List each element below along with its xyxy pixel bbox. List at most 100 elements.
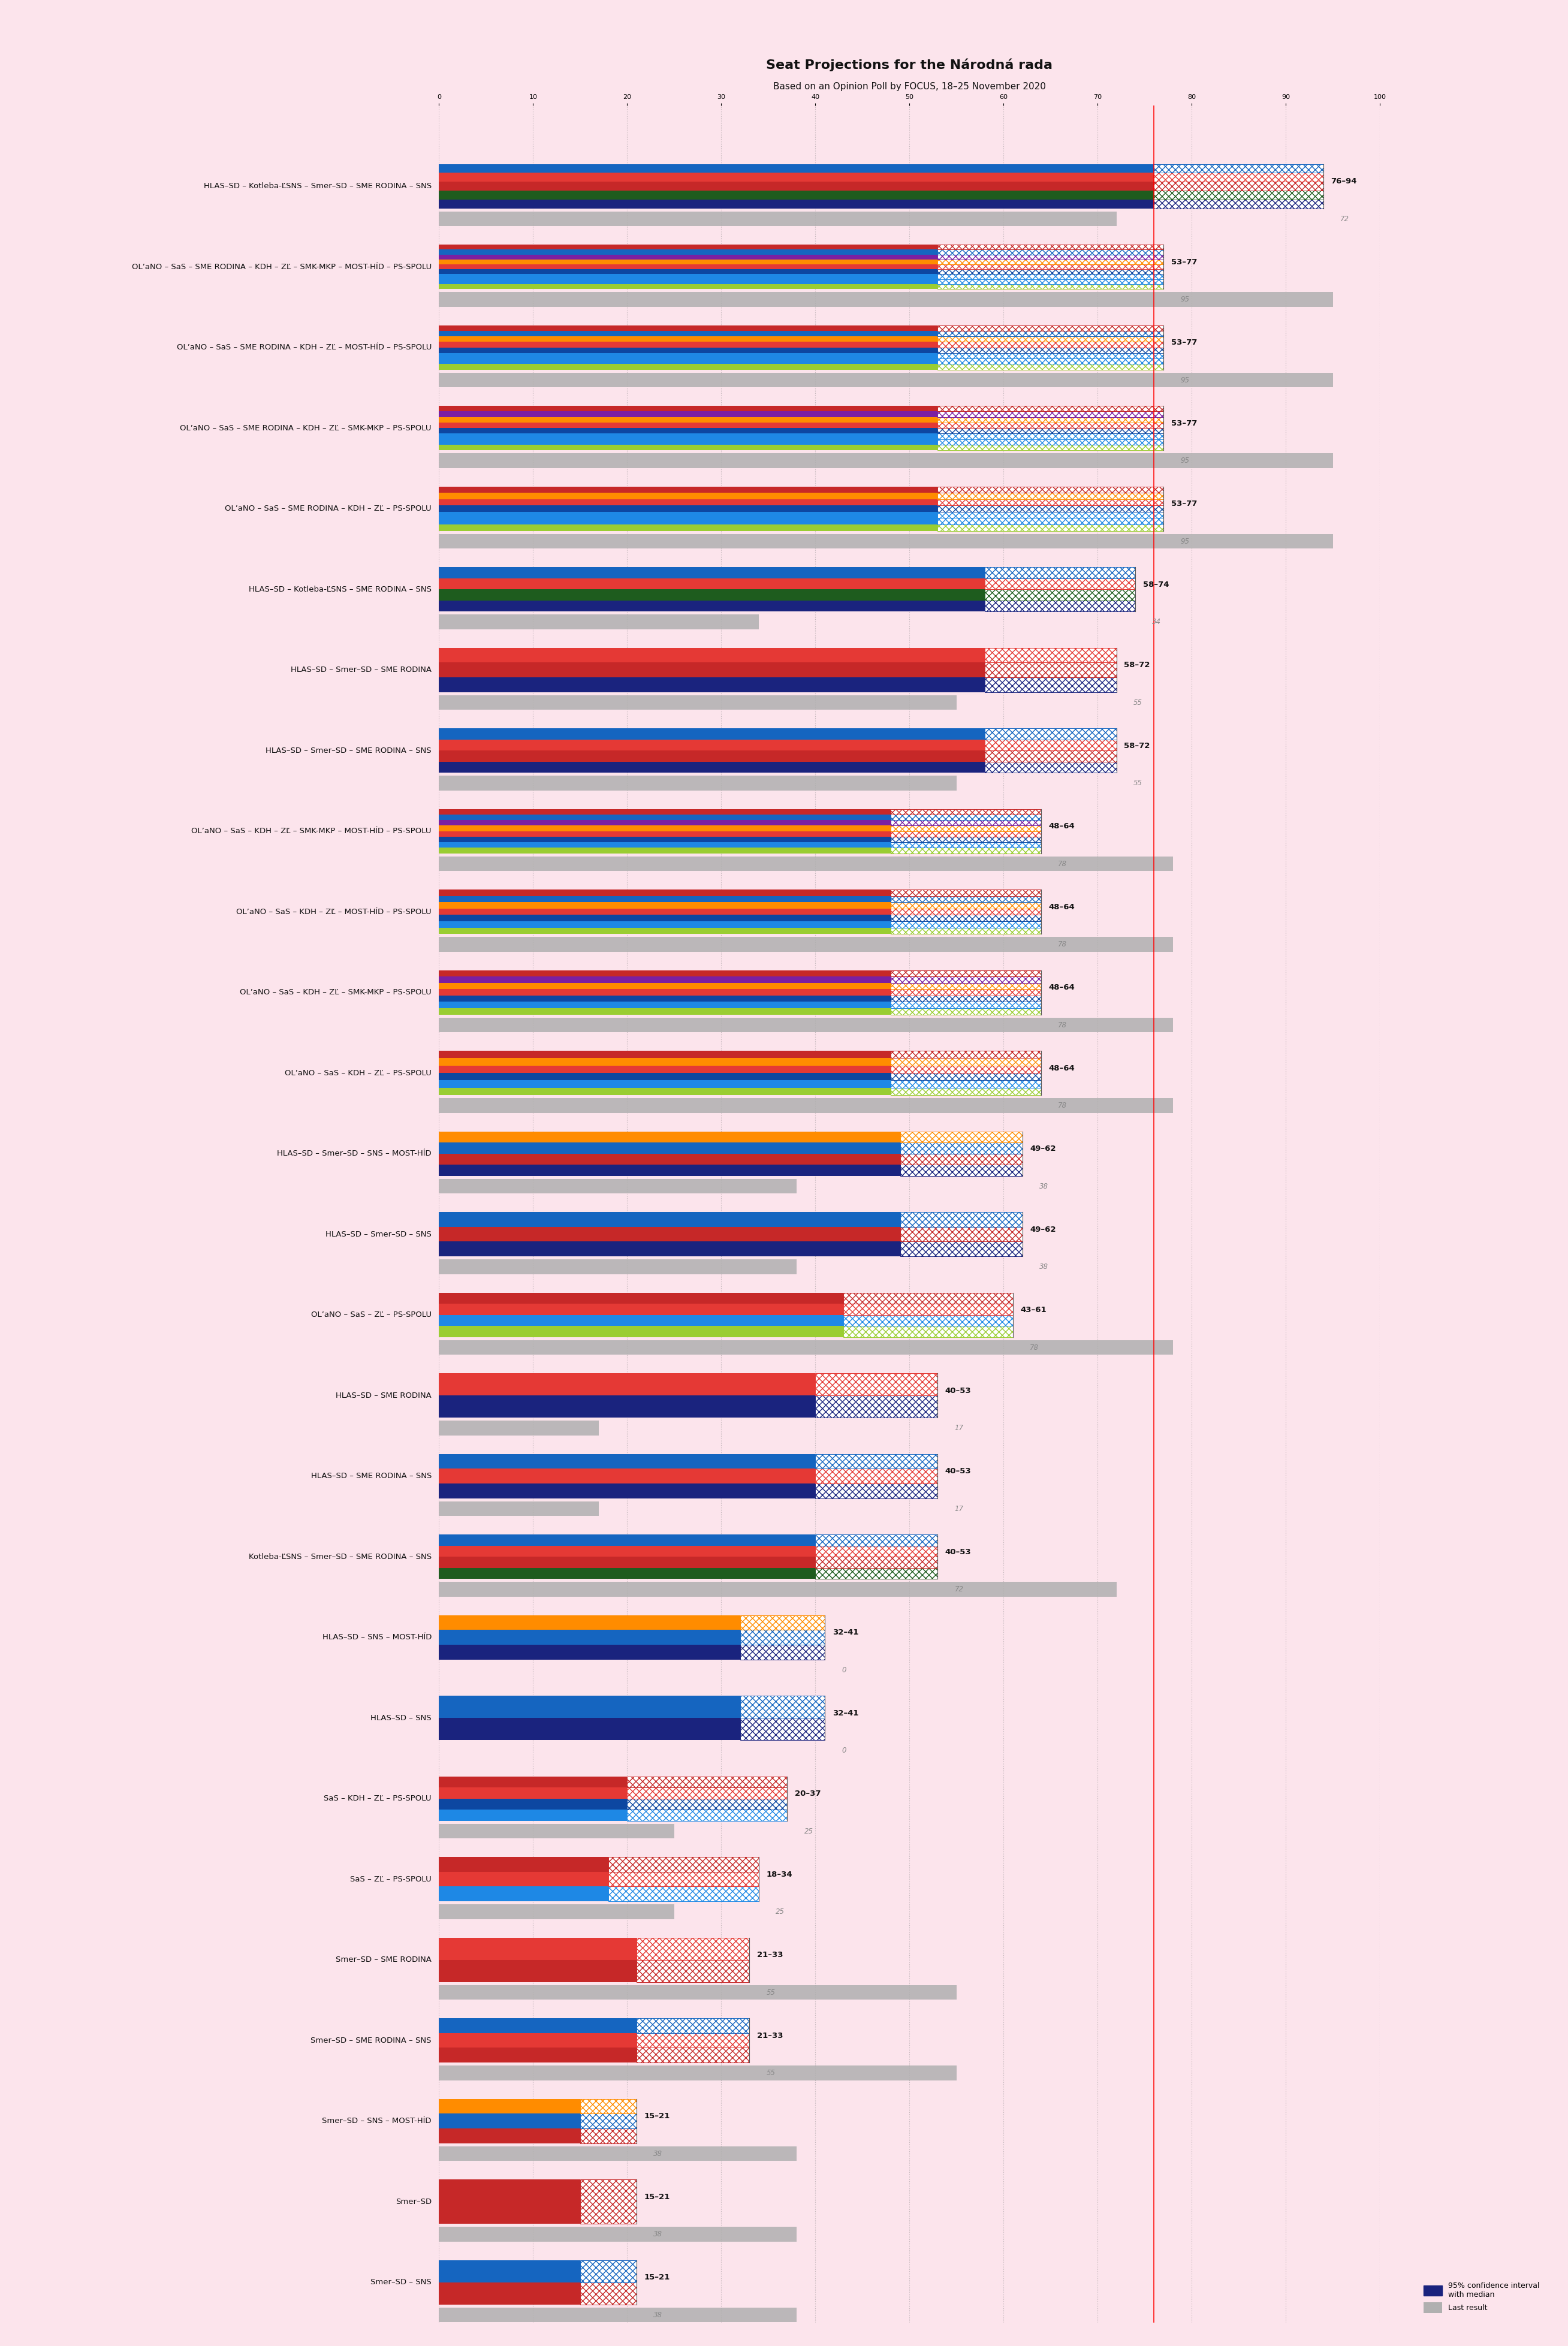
Bar bbox=[891, 826, 1041, 830]
Bar bbox=[938, 526, 1163, 530]
Bar bbox=[439, 453, 1333, 467]
Bar bbox=[985, 577, 1135, 589]
Bar bbox=[439, 821, 891, 826]
Bar bbox=[938, 439, 1163, 446]
Bar bbox=[439, 535, 1333, 549]
Bar bbox=[439, 838, 891, 842]
Bar bbox=[938, 260, 1163, 265]
Bar bbox=[608, 1858, 759, 1872]
Bar bbox=[439, 1143, 900, 1154]
Bar bbox=[1154, 199, 1323, 209]
Bar bbox=[938, 359, 1163, 364]
Bar bbox=[938, 359, 1163, 364]
Bar bbox=[740, 1614, 825, 1630]
Text: 40–53: 40–53 bbox=[946, 1548, 971, 1555]
Text: 95: 95 bbox=[1181, 375, 1190, 385]
Bar bbox=[439, 411, 938, 418]
Bar bbox=[891, 1082, 1041, 1089]
Bar bbox=[891, 990, 1041, 995]
Bar bbox=[439, 293, 1333, 307]
Bar bbox=[740, 1645, 825, 1659]
Text: Kotleba-ĽSNS – Smer–SD – SME RODINA – SNS: Kotleba-ĽSNS – Smer–SD – SME RODINA – SN… bbox=[249, 1553, 431, 1560]
Bar bbox=[938, 486, 1163, 493]
Bar bbox=[938, 352, 1163, 359]
Bar bbox=[938, 446, 1163, 450]
Text: SaS – KDH – ZĽ – PS-SPOLU: SaS – KDH – ZĽ – PS-SPOLU bbox=[325, 1795, 431, 1802]
Text: 72: 72 bbox=[955, 1586, 964, 1593]
Bar bbox=[985, 678, 1116, 692]
Bar bbox=[938, 352, 1163, 359]
Bar bbox=[439, 406, 938, 411]
Bar bbox=[985, 727, 1116, 739]
Bar bbox=[439, 847, 891, 854]
Bar bbox=[815, 1546, 938, 1558]
Bar bbox=[985, 601, 1135, 612]
Bar bbox=[439, 1314, 844, 1325]
Bar bbox=[938, 486, 1163, 493]
Text: OL’aNO – SaS – SME RODINA – KDH – ZĽ – SMK-MKP – MOST-HÍD – PS-SPOLU: OL’aNO – SaS – SME RODINA – KDH – ZĽ – S… bbox=[132, 263, 431, 270]
Bar bbox=[938, 249, 1163, 253]
Bar bbox=[938, 265, 1163, 270]
Bar bbox=[900, 1227, 1022, 1241]
Bar bbox=[938, 364, 1163, 371]
Bar bbox=[938, 244, 1163, 249]
Bar bbox=[985, 577, 1135, 589]
Bar bbox=[938, 504, 1163, 511]
Bar bbox=[844, 1304, 1013, 1314]
Bar bbox=[985, 751, 1116, 762]
Bar bbox=[891, 983, 1041, 990]
Bar bbox=[891, 903, 1041, 908]
Bar bbox=[891, 1009, 1041, 1013]
Bar bbox=[1154, 190, 1323, 199]
Bar bbox=[891, 830, 1041, 838]
Text: OL’aNO – SaS – SME RODINA – KDH – ZĽ – MOST-HÍD – PS-SPOLU: OL’aNO – SaS – SME RODINA – KDH – ZĽ – M… bbox=[177, 343, 431, 352]
Bar bbox=[439, 343, 938, 347]
Bar bbox=[439, 856, 1173, 870]
Bar bbox=[938, 326, 1163, 331]
Bar bbox=[891, 896, 1041, 903]
Bar bbox=[938, 253, 1163, 260]
Bar bbox=[439, 601, 985, 612]
Bar bbox=[815, 1372, 938, 1396]
Bar bbox=[891, 847, 1041, 854]
Bar bbox=[439, 253, 938, 260]
Text: Smer–SD – SME RODINA: Smer–SD – SME RODINA bbox=[336, 1957, 431, 1964]
Text: 17: 17 bbox=[955, 1424, 964, 1431]
Bar bbox=[985, 739, 1116, 751]
Text: Smer–SD – SME RODINA – SNS: Smer–SD – SME RODINA – SNS bbox=[310, 2036, 431, 2043]
Text: 43–61: 43–61 bbox=[1021, 1307, 1046, 1314]
Bar bbox=[439, 439, 938, 446]
Bar bbox=[439, 1788, 627, 1799]
Bar bbox=[891, 814, 1041, 821]
Bar bbox=[891, 847, 1041, 854]
Bar bbox=[439, 1131, 900, 1143]
Bar bbox=[891, 995, 1041, 1002]
Bar bbox=[891, 830, 1041, 838]
Bar bbox=[900, 1241, 1022, 1257]
Text: 49–62: 49–62 bbox=[1030, 1225, 1055, 1234]
Bar bbox=[439, 352, 938, 359]
Bar bbox=[627, 1788, 787, 1799]
Bar bbox=[637, 2048, 750, 2062]
Bar bbox=[439, 260, 938, 265]
Bar bbox=[938, 511, 1163, 518]
Bar bbox=[938, 253, 1163, 260]
Text: 34: 34 bbox=[1152, 617, 1162, 626]
Text: HLAS–SD – Smer–SD – SNS – MOST-HÍD: HLAS–SD – Smer–SD – SNS – MOST-HÍD bbox=[278, 1150, 431, 1157]
Text: Smer–SD – SNS – MOST-HÍD: Smer–SD – SNS – MOST-HÍD bbox=[321, 2116, 431, 2125]
Bar bbox=[439, 1293, 844, 1304]
Bar bbox=[637, 1938, 750, 1959]
Text: 0: 0 bbox=[842, 1666, 847, 1673]
Bar bbox=[627, 1776, 787, 1788]
Bar bbox=[985, 589, 1135, 601]
Bar bbox=[815, 1567, 938, 1579]
Bar bbox=[740, 1630, 825, 1645]
Bar bbox=[439, 568, 985, 577]
Bar bbox=[439, 284, 938, 289]
Bar bbox=[439, 1422, 599, 1436]
Bar bbox=[439, 418, 938, 422]
Bar bbox=[439, 2048, 637, 2062]
Bar bbox=[439, 1164, 900, 1175]
Text: 48–64: 48–64 bbox=[1049, 823, 1076, 830]
Bar bbox=[938, 326, 1163, 331]
